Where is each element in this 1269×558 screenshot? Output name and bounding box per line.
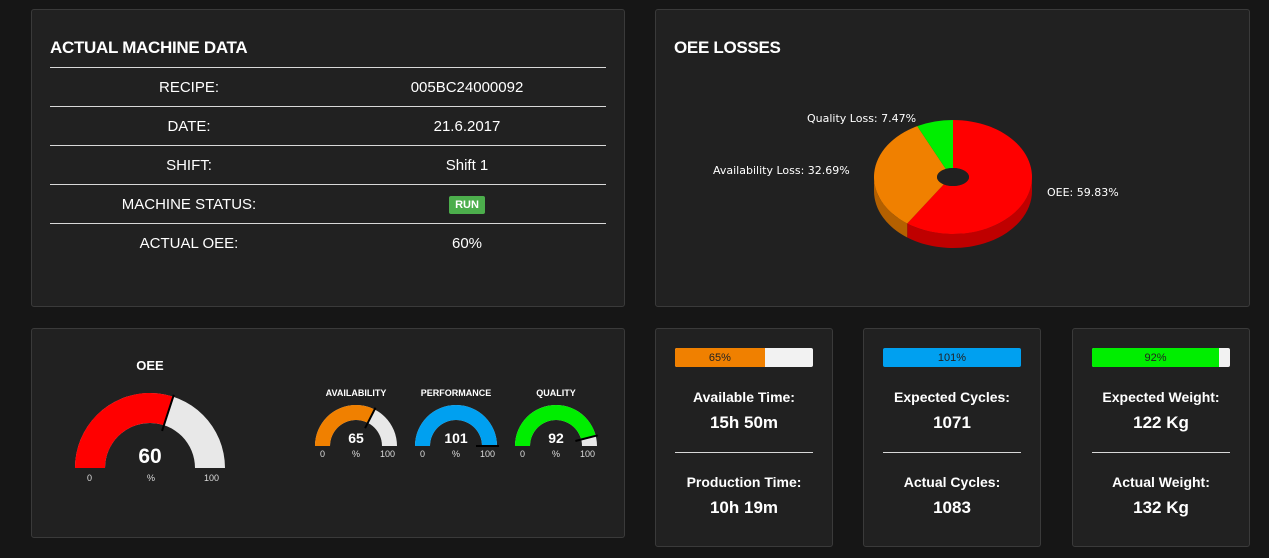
row-label: DATE: xyxy=(167,117,211,135)
divider xyxy=(675,452,813,453)
kpi-value: 1071 xyxy=(933,413,971,432)
pie-side-availability-loss xyxy=(874,177,908,238)
gauge-value-quality: 92 xyxy=(548,430,564,446)
gauge-needle xyxy=(575,434,598,442)
gauge-value-oee: 60 xyxy=(138,445,162,468)
gauge-unit-oee: % xyxy=(147,473,156,483)
gauge-unit-performance: % xyxy=(452,449,461,459)
kpi-label: Available Time: xyxy=(693,389,795,405)
kpi-value: 15h 50m xyxy=(709,413,779,432)
gauge-needle xyxy=(161,394,175,432)
pie-side-oee xyxy=(907,177,1032,249)
progress-bar: 101% xyxy=(883,348,1021,367)
kpi-value: 132 Kg xyxy=(1133,498,1189,517)
progress-fill: 101% xyxy=(883,348,1021,367)
gauge-needle xyxy=(364,407,377,429)
table-row: SHIFT: Shift 1 xyxy=(50,145,606,184)
progress-fill: 65% xyxy=(675,348,765,367)
row-value: Shift 1 xyxy=(445,156,489,174)
panel-title: ACTUAL MACHINE DATA xyxy=(50,38,248,57)
gauge-min-quality: 0 xyxy=(520,449,526,459)
pie-label-quality: Quality Loss: 7.47% xyxy=(807,112,917,125)
gauge-max-oee: 100 xyxy=(204,473,220,483)
gauge-value-availability: 65 xyxy=(348,430,364,446)
kpi-card-weight: 92% Expected Weight: 122 Kg Actual Weigh… xyxy=(1072,328,1250,547)
gauge-max-availability: 100 xyxy=(380,449,396,459)
table-row: RECIPE: 005BC24000092 xyxy=(50,67,606,106)
table-row: ACTUAL OEE: 60% xyxy=(50,223,606,262)
row-value: RUN xyxy=(328,195,606,214)
gauge-value-performance: 101 xyxy=(444,430,468,446)
row-value: 60% xyxy=(451,234,483,252)
gauge-fill xyxy=(415,405,497,446)
machine-data-table: RECIPE: 005BC24000092 DATE: 21.6.2017 SH… xyxy=(50,67,606,262)
gauges-panel: OEE 60 0 % 100 AVAILABILITY 65 0 % 100 P… xyxy=(31,328,625,538)
progress-bar: 92% xyxy=(1092,348,1230,367)
kpi-value: 122 Kg xyxy=(1133,413,1189,432)
kpi-label: Production Time: xyxy=(686,474,802,490)
kpi-card-time: 65% Available Time: 15h 50m Production T… xyxy=(655,328,833,547)
pie-slice-quality-loss xyxy=(917,120,953,169)
gauge-title-performance: PERFORMANCE xyxy=(420,388,492,398)
kpi-value: 10h 19m xyxy=(709,498,779,517)
kpi-label: Actual Cycles: xyxy=(903,474,1001,490)
row-value: 21.6.2017 xyxy=(433,117,501,135)
gauge-title-quality: QUALITY xyxy=(536,388,576,398)
gauge-max-quality: 100 xyxy=(580,449,596,459)
row-label: ACTUAL OEE: xyxy=(139,234,239,252)
progress-bar: 65% xyxy=(675,348,813,367)
panel-title: OEE LOSSES xyxy=(674,38,781,57)
kpi-label: Expected Weight: xyxy=(1102,389,1220,405)
machine-data-panel: ACTUAL MACHINE DATA RECIPE: 005BC2400009… xyxy=(31,9,625,307)
divider xyxy=(1092,452,1230,453)
gauge-title-availability: AVAILABILITY xyxy=(325,388,387,398)
pie-chart xyxy=(874,120,1032,249)
gauges-canvas xyxy=(75,393,598,468)
kpi-label: Actual Weight: xyxy=(1112,474,1210,490)
pie-slice-oee xyxy=(907,120,1032,235)
status-badge: RUN xyxy=(449,195,485,214)
row-label: SHIFT: xyxy=(166,156,212,174)
gauge-unit-quality: % xyxy=(552,449,561,459)
pie-label-oee: OEE: 59.83% xyxy=(1047,186,1119,199)
gauge-title-oee: OEE xyxy=(136,358,164,373)
row-label: RECIPE: xyxy=(158,78,219,96)
table-row: DATE: 21.6.2017 xyxy=(50,106,606,145)
gauge-min-availability: 0 xyxy=(320,449,326,459)
pie-label-availability: Availability Loss: 32.69% xyxy=(713,164,850,177)
gauge-min-performance: 0 xyxy=(420,449,426,459)
gauge-fill xyxy=(315,405,375,446)
kpi-value: 1083 xyxy=(933,498,971,517)
oee-losses-panel: OEE LOSSES Quality Loss: 7.47% Availabil… xyxy=(655,9,1250,307)
gauge-max-performance: 100 xyxy=(480,449,496,459)
progress-fill: 92% xyxy=(1092,348,1219,367)
row-value: 005BC24000092 xyxy=(410,78,524,96)
row-label: MACHINE STATUS: xyxy=(121,195,257,213)
table-row: MACHINE STATUS: RUN xyxy=(50,184,606,223)
gauge-fill xyxy=(515,405,596,446)
divider xyxy=(883,452,1021,453)
pie-hole xyxy=(937,168,969,186)
gauge-fill xyxy=(75,393,174,468)
gauge-unit-availability: % xyxy=(352,449,361,459)
pie-slice-availability-loss xyxy=(874,126,946,224)
gauge-min-oee: 0 xyxy=(87,473,93,483)
kpi-card-cycles: 101% Expected Cycles: 1071 Actual Cycles… xyxy=(863,328,1041,547)
kpi-label: Expected Cycles: xyxy=(894,389,1010,405)
